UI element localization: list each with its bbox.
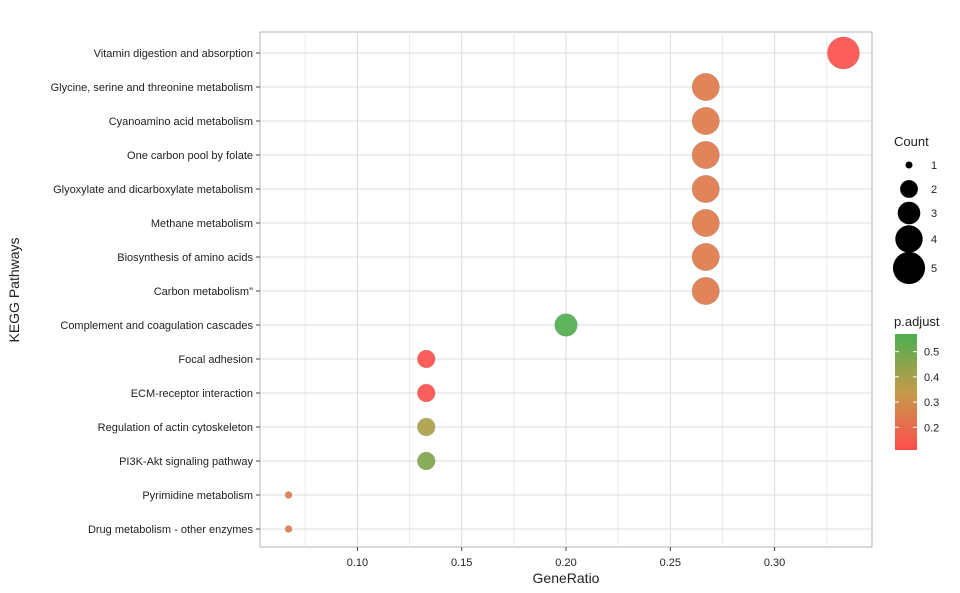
padjust-legend-label: 0.5 <box>924 347 939 359</box>
data-point <box>691 141 720 170</box>
padjust-legend-title: p.adjust <box>894 314 940 329</box>
count-legend-label: 2 <box>931 184 937 196</box>
padjust-colorbar <box>895 334 917 450</box>
y-tick-label: Cyanoamino acid metabolism <box>109 116 253 128</box>
count-legend-label: 3 <box>931 208 937 220</box>
data-point <box>417 451 436 471</box>
data-point <box>417 417 436 437</box>
data-point <box>284 491 293 499</box>
y-tick-label: Drug metabolism - other enzymes <box>88 524 254 536</box>
count-legend-key <box>897 201 921 225</box>
x-tick-labels: 0.10 0.15 0.20 0.25 0.30 <box>347 547 785 569</box>
data-point <box>691 107 720 136</box>
y-tick-label: Complement and coagulation cascades <box>60 320 253 332</box>
y-tick-label: PI3K-Akt signaling pathway <box>119 456 253 468</box>
y-tick-label: Carbon metabolism" <box>154 286 253 298</box>
data-point <box>554 313 578 337</box>
y-tick-labels: Vitamin digestion and absorption Glycine,… <box>51 48 260 536</box>
data-point <box>691 276 720 305</box>
y-tick-label: Focal adhesion <box>178 354 253 366</box>
x-tick-label: 0.10 <box>347 557 368 569</box>
y-tick-label: One carbon pool by folate <box>127 150 253 162</box>
padjust-legend-label: 0.4 <box>924 372 939 384</box>
y-tick-label: Glyoxylate and dicarboxylate metabolism <box>53 184 253 196</box>
data-point <box>417 383 436 403</box>
count-legend-label: 5 <box>931 263 937 275</box>
data-point <box>691 73 720 102</box>
data-point <box>691 175 720 204</box>
data-point <box>691 243 720 272</box>
x-tick-label: 0.15 <box>451 557 472 569</box>
data-point <box>691 209 720 238</box>
gridlines <box>260 32 872 547</box>
y-tick-label: Pyrimidine metabolism <box>142 490 253 502</box>
y-tick-label: Vitamin digestion and absorption <box>94 48 253 60</box>
count-legend-key <box>895 225 923 253</box>
data-point <box>827 36 860 70</box>
padjust-legend: p.adjust 0.2 0.3 0.4 0.5 <box>894 314 940 450</box>
count-legend-label: 4 <box>931 234 937 246</box>
data-points <box>284 36 860 533</box>
x-tick-label: 0.20 <box>555 557 576 569</box>
data-point <box>284 525 293 533</box>
padjust-legend-label: 0.3 <box>924 397 939 409</box>
data-point <box>417 349 436 369</box>
y-tick-label: Glycine, serine and threonine metabolism <box>51 82 253 94</box>
x-axis-title: GeneRatio <box>533 570 600 586</box>
count-legend-key <box>892 251 926 285</box>
x-tick-label: 0.30 <box>764 557 785 569</box>
y-axis-title: KEGG Pathways <box>6 237 22 342</box>
count-legend-title: Count <box>894 134 929 149</box>
y-tick-label: Methane metabolism <box>151 218 253 230</box>
count-legend: Count 1 2 3 4 5 <box>892 134 937 285</box>
count-legend-label: 1 <box>931 160 937 172</box>
y-tick-label: ECM-receptor interaction <box>131 388 253 400</box>
x-tick-label: 0.25 <box>660 557 681 569</box>
y-tick-label: Biosynthesis of amino acids <box>117 252 253 264</box>
count-legend-key <box>905 161 913 169</box>
y-tick-label: Regulation of actin cytoskeleton <box>98 422 253 434</box>
count-legend-key <box>900 180 918 198</box>
padjust-legend-label: 0.2 <box>924 422 939 434</box>
